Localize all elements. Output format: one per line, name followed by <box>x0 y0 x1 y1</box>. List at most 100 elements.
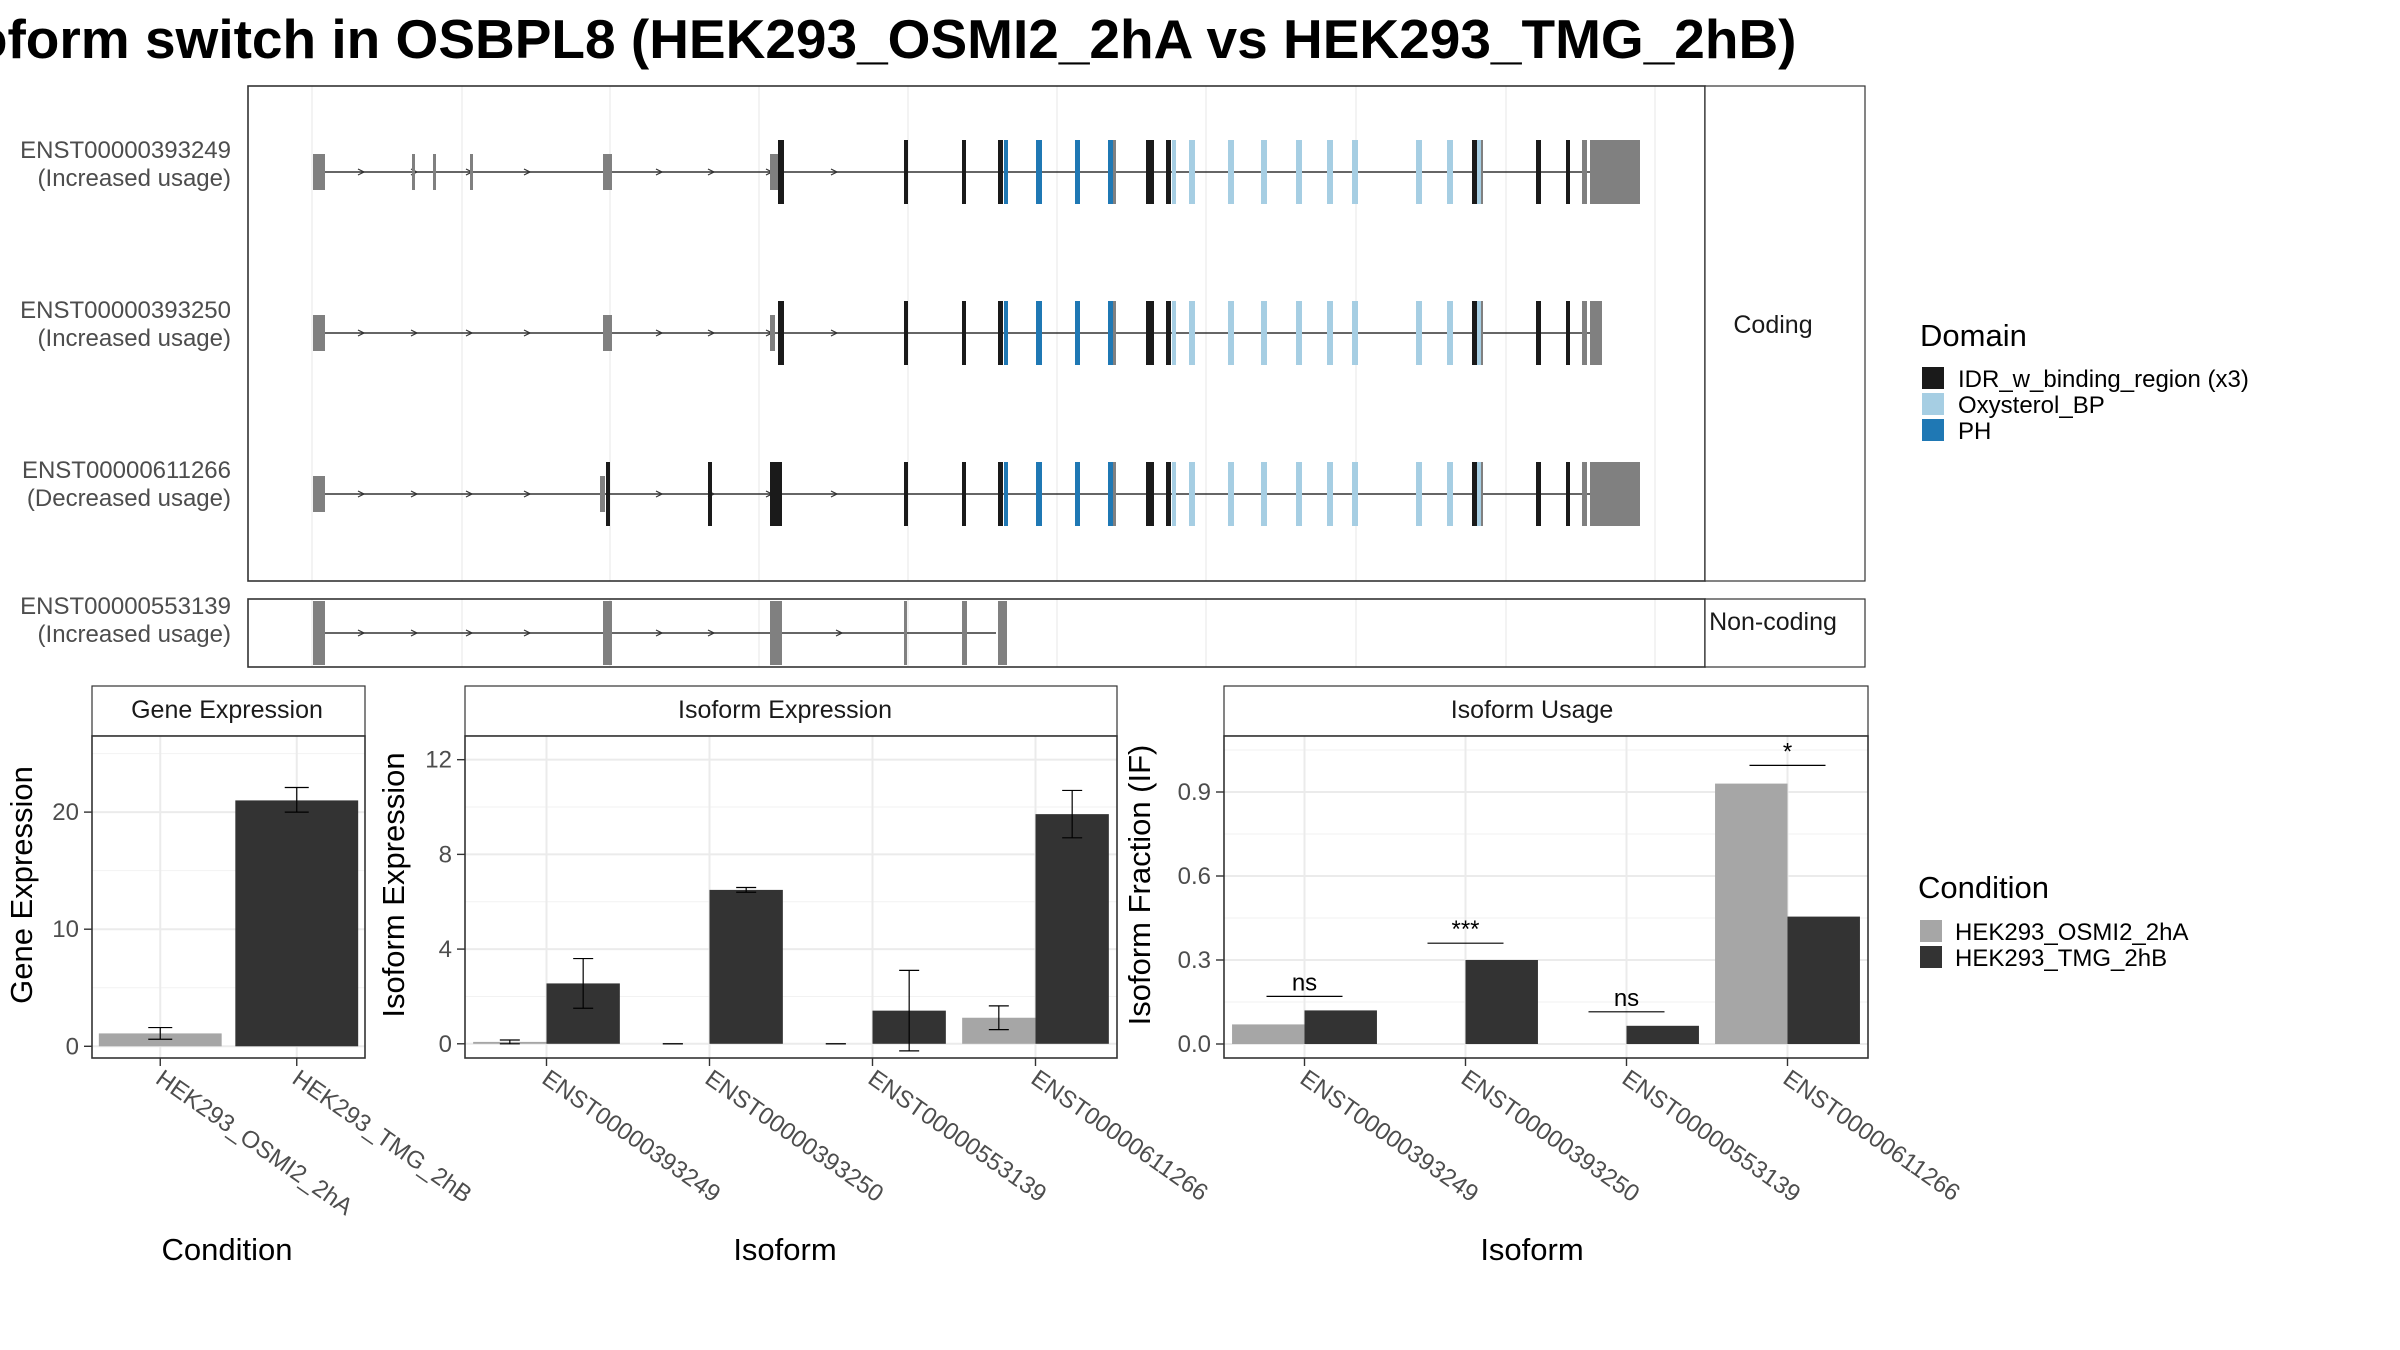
transcript-1-exon-n <box>1481 140 1483 204</box>
transcript-status-1: (Increased usage) <box>38 165 231 192</box>
domain-legend-label-ph: PH <box>1958 418 1991 445</box>
transcript-3-exon-oxysterol <box>1416 462 1422 526</box>
isoform-usage-y-title: Isoform Fraction (IF) <box>1122 745 1157 1026</box>
transcript-3-exon-idr <box>770 462 782 526</box>
gene-expression-panel-border <box>91 735 366 1059</box>
transcript-3-exon-ph <box>1075 462 1080 526</box>
transcript-2-exon-idr <box>1536 301 1541 365</box>
transcript-3-utr-exon <box>313 476 325 512</box>
isoform-usage-significance-label: * <box>1783 738 1792 765</box>
transcript-3-intron-arrow <box>655 490 664 498</box>
transcript-1-intron-arrow <box>523 168 532 176</box>
isoform-usage-y-tick-label: 0.9 <box>1178 779 1211 806</box>
transcript-1-exon-ph <box>1108 140 1113 204</box>
transcript-1-exon-n <box>1582 140 1587 204</box>
gene-expression-y-title: Gene Expression <box>4 766 39 1004</box>
transcript-2-exon-idr <box>778 301 784 365</box>
transcript-1-exon-oxysterol <box>1416 140 1422 204</box>
transcript-3-intron-arrow <box>465 490 474 498</box>
transcript-4-intron-arrow <box>410 629 419 637</box>
transcript-3-intron-arrow <box>523 490 532 498</box>
transcript-3-three-prime-utr <box>1590 462 1640 526</box>
transcript-2-utr-exon <box>603 315 612 351</box>
transcript-4-intron-arrow <box>707 629 716 637</box>
transcript-2-intron-arrow <box>357 329 366 337</box>
transcript-4-intron-arrow <box>465 629 474 637</box>
transcript-3-exon-n <box>1582 462 1587 526</box>
transcript-1-utr-exon <box>603 154 612 190</box>
gene-expression-y-tick-label: 10 <box>52 916 79 943</box>
transcript-1-exon-oxysterol <box>1296 140 1302 204</box>
transcript-1-utr-exon <box>770 154 778 190</box>
transcript-3-exon-ph <box>1036 462 1042 526</box>
transcript-2-three-prime-utr <box>1590 301 1602 365</box>
gene-expression-y-tick-label: 20 <box>52 799 79 826</box>
gene-expression-y-tick-label: 0 <box>66 1033 79 1060</box>
coding-panel-strip <box>1704 85 1866 582</box>
domain-legend-key-idr <box>1922 367 1944 389</box>
transcript-1-utr-exon <box>470 154 473 190</box>
transcript-3-intron-arrow <box>410 490 419 498</box>
transcript-3-exon-oxysterol <box>1352 462 1358 526</box>
transcript-1-exon-oxysterol <box>1261 140 1267 204</box>
transcript-3-exon-ph <box>1004 462 1008 526</box>
transcript-3-exon-oxysterol <box>1261 462 1267 526</box>
transcript-3-exon-ph <box>1108 462 1113 526</box>
transcript-id-2: ENST00000393250 <box>20 297 231 324</box>
condition-legend-label-a: HEK293_OSMI2_2hA <box>1955 919 2188 946</box>
domain-legend: Domain IDR_w_binding_region (x3) Oxyster… <box>1920 318 2249 445</box>
transcript-1-exon-ph <box>1075 140 1080 204</box>
transcript-2-exon-idr <box>904 301 908 365</box>
transcript-4-exon <box>313 601 325 665</box>
isoform-usage-y-tick-label: 0.0 <box>1178 1031 1211 1058</box>
transcript-1-exon-idr <box>904 140 908 204</box>
transcript-status-4: (Increased usage) <box>38 621 231 648</box>
transcript-4-exon <box>998 601 1007 665</box>
transcript-2-exon-n <box>1481 301 1483 365</box>
transcript-3-exon-idr <box>1166 462 1171 526</box>
figure-title: Isoform switch in OSBPL8 (HEK293_OSMI2_2… <box>0 8 1797 70</box>
isoform-usage-y-tick-label: 0.6 <box>1178 863 1211 890</box>
transcript-1-exon-n <box>1113 140 1116 204</box>
transcript-2-exon-idr <box>1566 301 1570 365</box>
transcript-2-exon-ph <box>1036 301 1042 365</box>
transcript-3-exon-oxysterol <box>1172 462 1176 526</box>
gene-expression-strip <box>91 685 366 737</box>
transcript-2-exon-oxysterol <box>1416 301 1422 365</box>
domain-legend-title: Domain <box>1920 318 2027 353</box>
transcript-2-exon-idr <box>1146 301 1154 365</box>
transcript-2-intron-arrow <box>655 329 664 337</box>
transcript-2-exon-idr <box>1472 301 1477 365</box>
transcript-2-exon-idr <box>1166 301 1171 365</box>
isoform-usage-bar <box>1715 783 1788 1044</box>
transcript-2-exon-oxysterol <box>1172 301 1176 365</box>
transcript-1-exon-idr <box>1566 140 1570 204</box>
isoform-expression-strip <box>464 685 1118 737</box>
transcript-3-exon-idr <box>606 462 610 526</box>
transcript-1-utr-exon <box>313 154 325 190</box>
transcript-1-three-prime-utr <box>1590 140 1640 204</box>
transcript-3-utr-exon <box>600 476 605 512</box>
isoform-usage-strip <box>1223 685 1869 737</box>
transcript-4-exon <box>603 601 612 665</box>
transcript-3-exon-idr <box>962 462 966 526</box>
transcript-2-intron-arrow <box>830 329 839 337</box>
isoform-expression-y-tick-label: 12 <box>425 747 452 774</box>
transcript-1-exon-oxysterol <box>1327 140 1333 204</box>
transcript-2-exon-ph <box>1075 301 1080 365</box>
transcript-1-exon-idr <box>998 140 1003 204</box>
transcript-2-intron-arrow <box>707 329 716 337</box>
transcript-3-exon-idr <box>1146 462 1154 526</box>
transcript-id-1: ENST00000393249 <box>20 137 231 164</box>
transcript-2-intron-arrow <box>465 329 474 337</box>
transcript-2-exon-oxysterol <box>1261 301 1267 365</box>
transcript-1-exon-oxysterol <box>1352 140 1358 204</box>
transcript-3-intron-arrow <box>357 490 366 498</box>
domain-legend-key-oxysterol <box>1922 393 1944 415</box>
transcript-1-exon-oxysterol <box>1172 140 1176 204</box>
transcript-4-exon <box>770 601 782 665</box>
isoform-usage-significance-label: *** <box>1451 916 1479 943</box>
transcript-3-intron-arrow <box>830 490 839 498</box>
transcript-4-intron-arrow <box>835 629 844 637</box>
